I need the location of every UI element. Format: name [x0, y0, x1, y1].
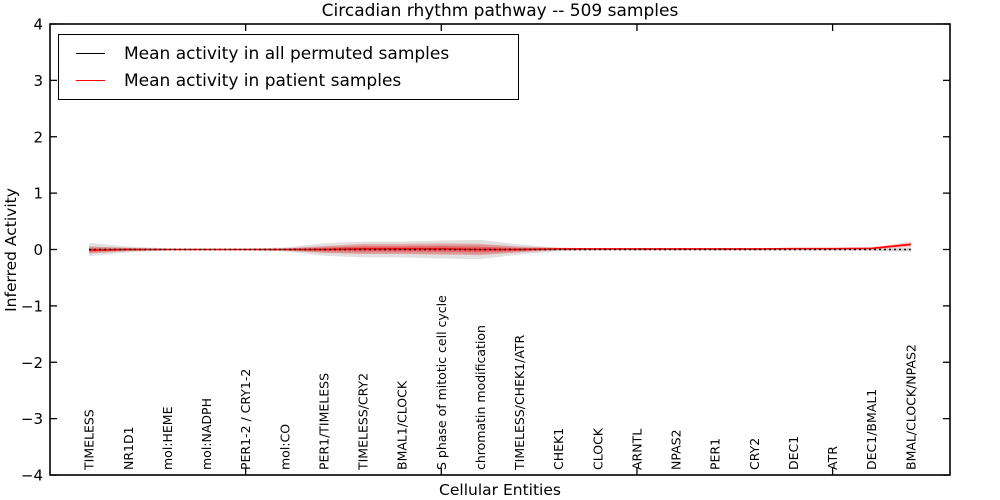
x-category-label: TIMELESS [82, 409, 97, 471]
y-tick-label: −1 [21, 297, 43, 315]
y-tick-label: −2 [21, 354, 43, 372]
y-tick-label: 0 [33, 241, 43, 259]
x-category-label: TIMELESS/CHEK1/ATR [512, 334, 527, 471]
x-category-label: ATR [825, 446, 840, 470]
legend-item-patient: Mean activity in patient samples [76, 71, 518, 91]
x-category-label: CHEK1 [551, 428, 566, 470]
x-category-label: mol:CO [277, 424, 292, 470]
x-axis-label: Cellular Entities [439, 481, 561, 499]
x-category-label: BMAL1/CLOCK [395, 380, 410, 470]
patient-std-band-outer [89, 242, 911, 256]
y-axis-label: Inferred Activity [2, 188, 20, 312]
x-category-label: CLOCK [590, 427, 605, 470]
plot-border [49, 23, 951, 476]
x-category-label: S phase of mitotic cell cycle [434, 295, 449, 470]
y-tick-label: 3 [33, 72, 43, 90]
x-category-label: chromatin modification [473, 325, 488, 470]
legend-label-patient: Mean activity in patient samples [124, 70, 402, 91]
x-category-label: BMAL/CLOCK/NPAS2 [903, 344, 918, 470]
legend: Mean activity in all permuted samples Me… [58, 34, 519, 100]
y-tick-label: 1 [33, 185, 43, 203]
x-category-label: PER1 [708, 438, 723, 470]
x-category-label: ARNTL [629, 429, 644, 470]
chart-title: Circadian rhythm pathway -- 509 samples [321, 1, 679, 21]
black-line-swatch [76, 53, 105, 54]
x-category-label: NPAS2 [669, 429, 684, 470]
legend-item-permuted: Mean activity in all permuted samples [76, 44, 518, 64]
y-tick-label: −3 [21, 410, 43, 428]
red-line-swatch [76, 80, 105, 81]
x-category-label: PER1-2 / CRY1-2 [238, 369, 253, 470]
x-category-label: DEC1/BMAL1 [864, 389, 879, 470]
x-category-label: mol:NADPH [199, 398, 214, 470]
x-category-label: CRY2 [747, 438, 762, 470]
legend-label-permuted: Mean activity in all permuted samples [124, 43, 450, 64]
x-category-label: DEC1 [786, 436, 801, 470]
y-tick-label: 2 [33, 128, 43, 146]
x-category-label: PER1/TIMELESS [316, 373, 331, 470]
x-category-label: NR1D1 [121, 426, 136, 470]
y-tick-label: −4 [21, 467, 43, 485]
x-category-label: mol:HEME [160, 406, 175, 470]
x-category-label: TIMELESS/CRY2 [356, 373, 371, 471]
y-tick-label: 4 [33, 16, 43, 34]
